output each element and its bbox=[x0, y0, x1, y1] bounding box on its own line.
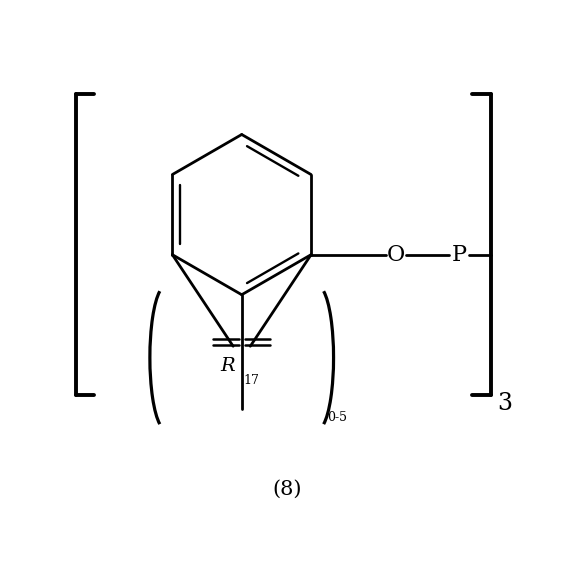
Text: (8): (8) bbox=[273, 480, 302, 499]
Text: P: P bbox=[452, 244, 467, 266]
Text: 17: 17 bbox=[243, 374, 259, 387]
Text: 0-5: 0-5 bbox=[328, 412, 347, 424]
Text: 3: 3 bbox=[497, 392, 512, 415]
Text: O: O bbox=[387, 244, 405, 266]
Text: R: R bbox=[220, 357, 235, 375]
